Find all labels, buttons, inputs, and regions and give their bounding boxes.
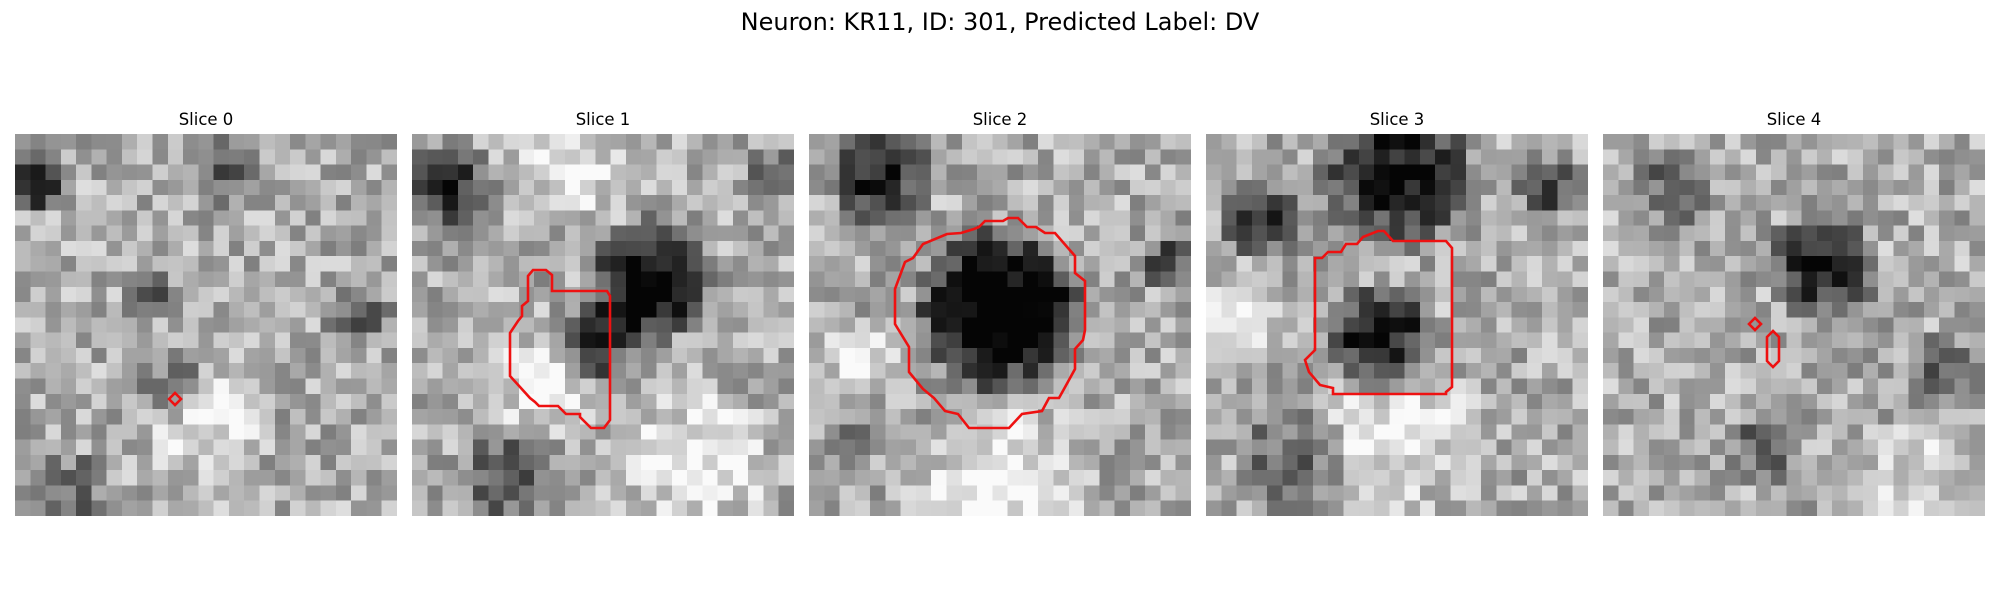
slice-4-roi-contour-b <box>1765 329 1781 369</box>
slice-2-image-panel <box>809 134 1191 516</box>
slice-2-roi-contour <box>893 216 1087 430</box>
slice-0-roi-contour <box>167 391 183 407</box>
slice-0-title: Slice 0 <box>178 110 234 129</box>
slice-0-image-panel <box>15 134 397 516</box>
slice-2-grayscale-image <box>809 134 1191 516</box>
slice-1-image-panel <box>412 134 794 516</box>
slice-1-grayscale-image <box>412 134 794 516</box>
slice-3-title: Slice 3 <box>1369 110 1425 129</box>
slice-4-title: Slice 4 <box>1766 110 1822 129</box>
slice-1-roi-contour <box>508 268 612 430</box>
slice-1-title: Slice 1 <box>575 110 631 129</box>
slice-0-contour-overlay <box>167 391 183 407</box>
slice-2-contour-overlay <box>893 216 1087 430</box>
figure-title: Neuron: KR11, ID: 301, Predicted Label: … <box>740 8 1260 36</box>
slice-0-grayscale-image <box>15 134 397 516</box>
slice-4-contour-overlay <box>1747 316 1781 369</box>
slice-3-roi-contour <box>1303 229 1454 396</box>
slice-3-grayscale-image <box>1206 134 1588 516</box>
slice-4-roi-contour-a <box>1747 316 1763 332</box>
slice-4-grayscale-image <box>1603 134 1985 516</box>
slice-2-title: Slice 2 <box>972 110 1028 129</box>
slice-3-contour-overlay <box>1303 229 1454 396</box>
slice-1-contour-overlay <box>508 268 612 430</box>
slice-4-image-panel <box>1603 134 1985 516</box>
slice-3-image-panel <box>1206 134 1588 516</box>
